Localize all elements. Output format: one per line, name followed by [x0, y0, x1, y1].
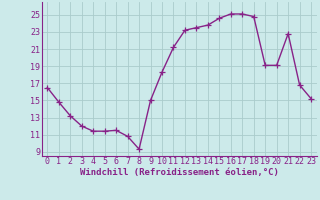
X-axis label: Windchill (Refroidissement éolien,°C): Windchill (Refroidissement éolien,°C): [80, 168, 279, 177]
